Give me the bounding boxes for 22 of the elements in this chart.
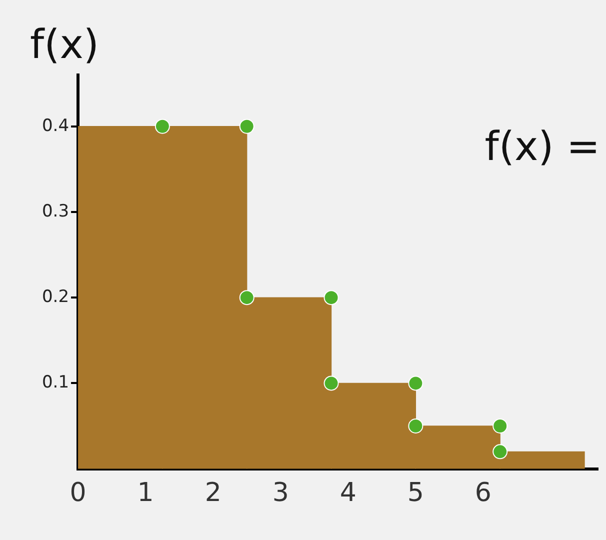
x-tick-label: 2 [204, 478, 222, 508]
point [239, 290, 254, 306]
point [492, 444, 508, 460]
point [492, 418, 508, 434]
y-tick-label: 0.3 [42, 201, 70, 222]
point [239, 118, 254, 134]
annotation: f(x) = [484, 124, 600, 170]
x-tick-label: 5 [407, 478, 424, 508]
point [324, 290, 339, 306]
y-tick-label: 0.2 [42, 287, 70, 308]
x-tick-label: 6 [474, 478, 492, 508]
point [324, 376, 339, 391]
point [408, 376, 424, 391]
y-tick-label: 0.4 [42, 116, 70, 136]
x-tick-label: 1 [137, 478, 154, 508]
y-tick-label: 0.1 [42, 372, 70, 393]
y-axis-title: f(x) [30, 22, 99, 68]
point [408, 418, 424, 434]
x-tick-label: 3 [272, 478, 289, 508]
point [154, 118, 170, 134]
x-tick-label: 4 [340, 478, 356, 508]
x-tick-label: 0 [70, 478, 86, 508]
